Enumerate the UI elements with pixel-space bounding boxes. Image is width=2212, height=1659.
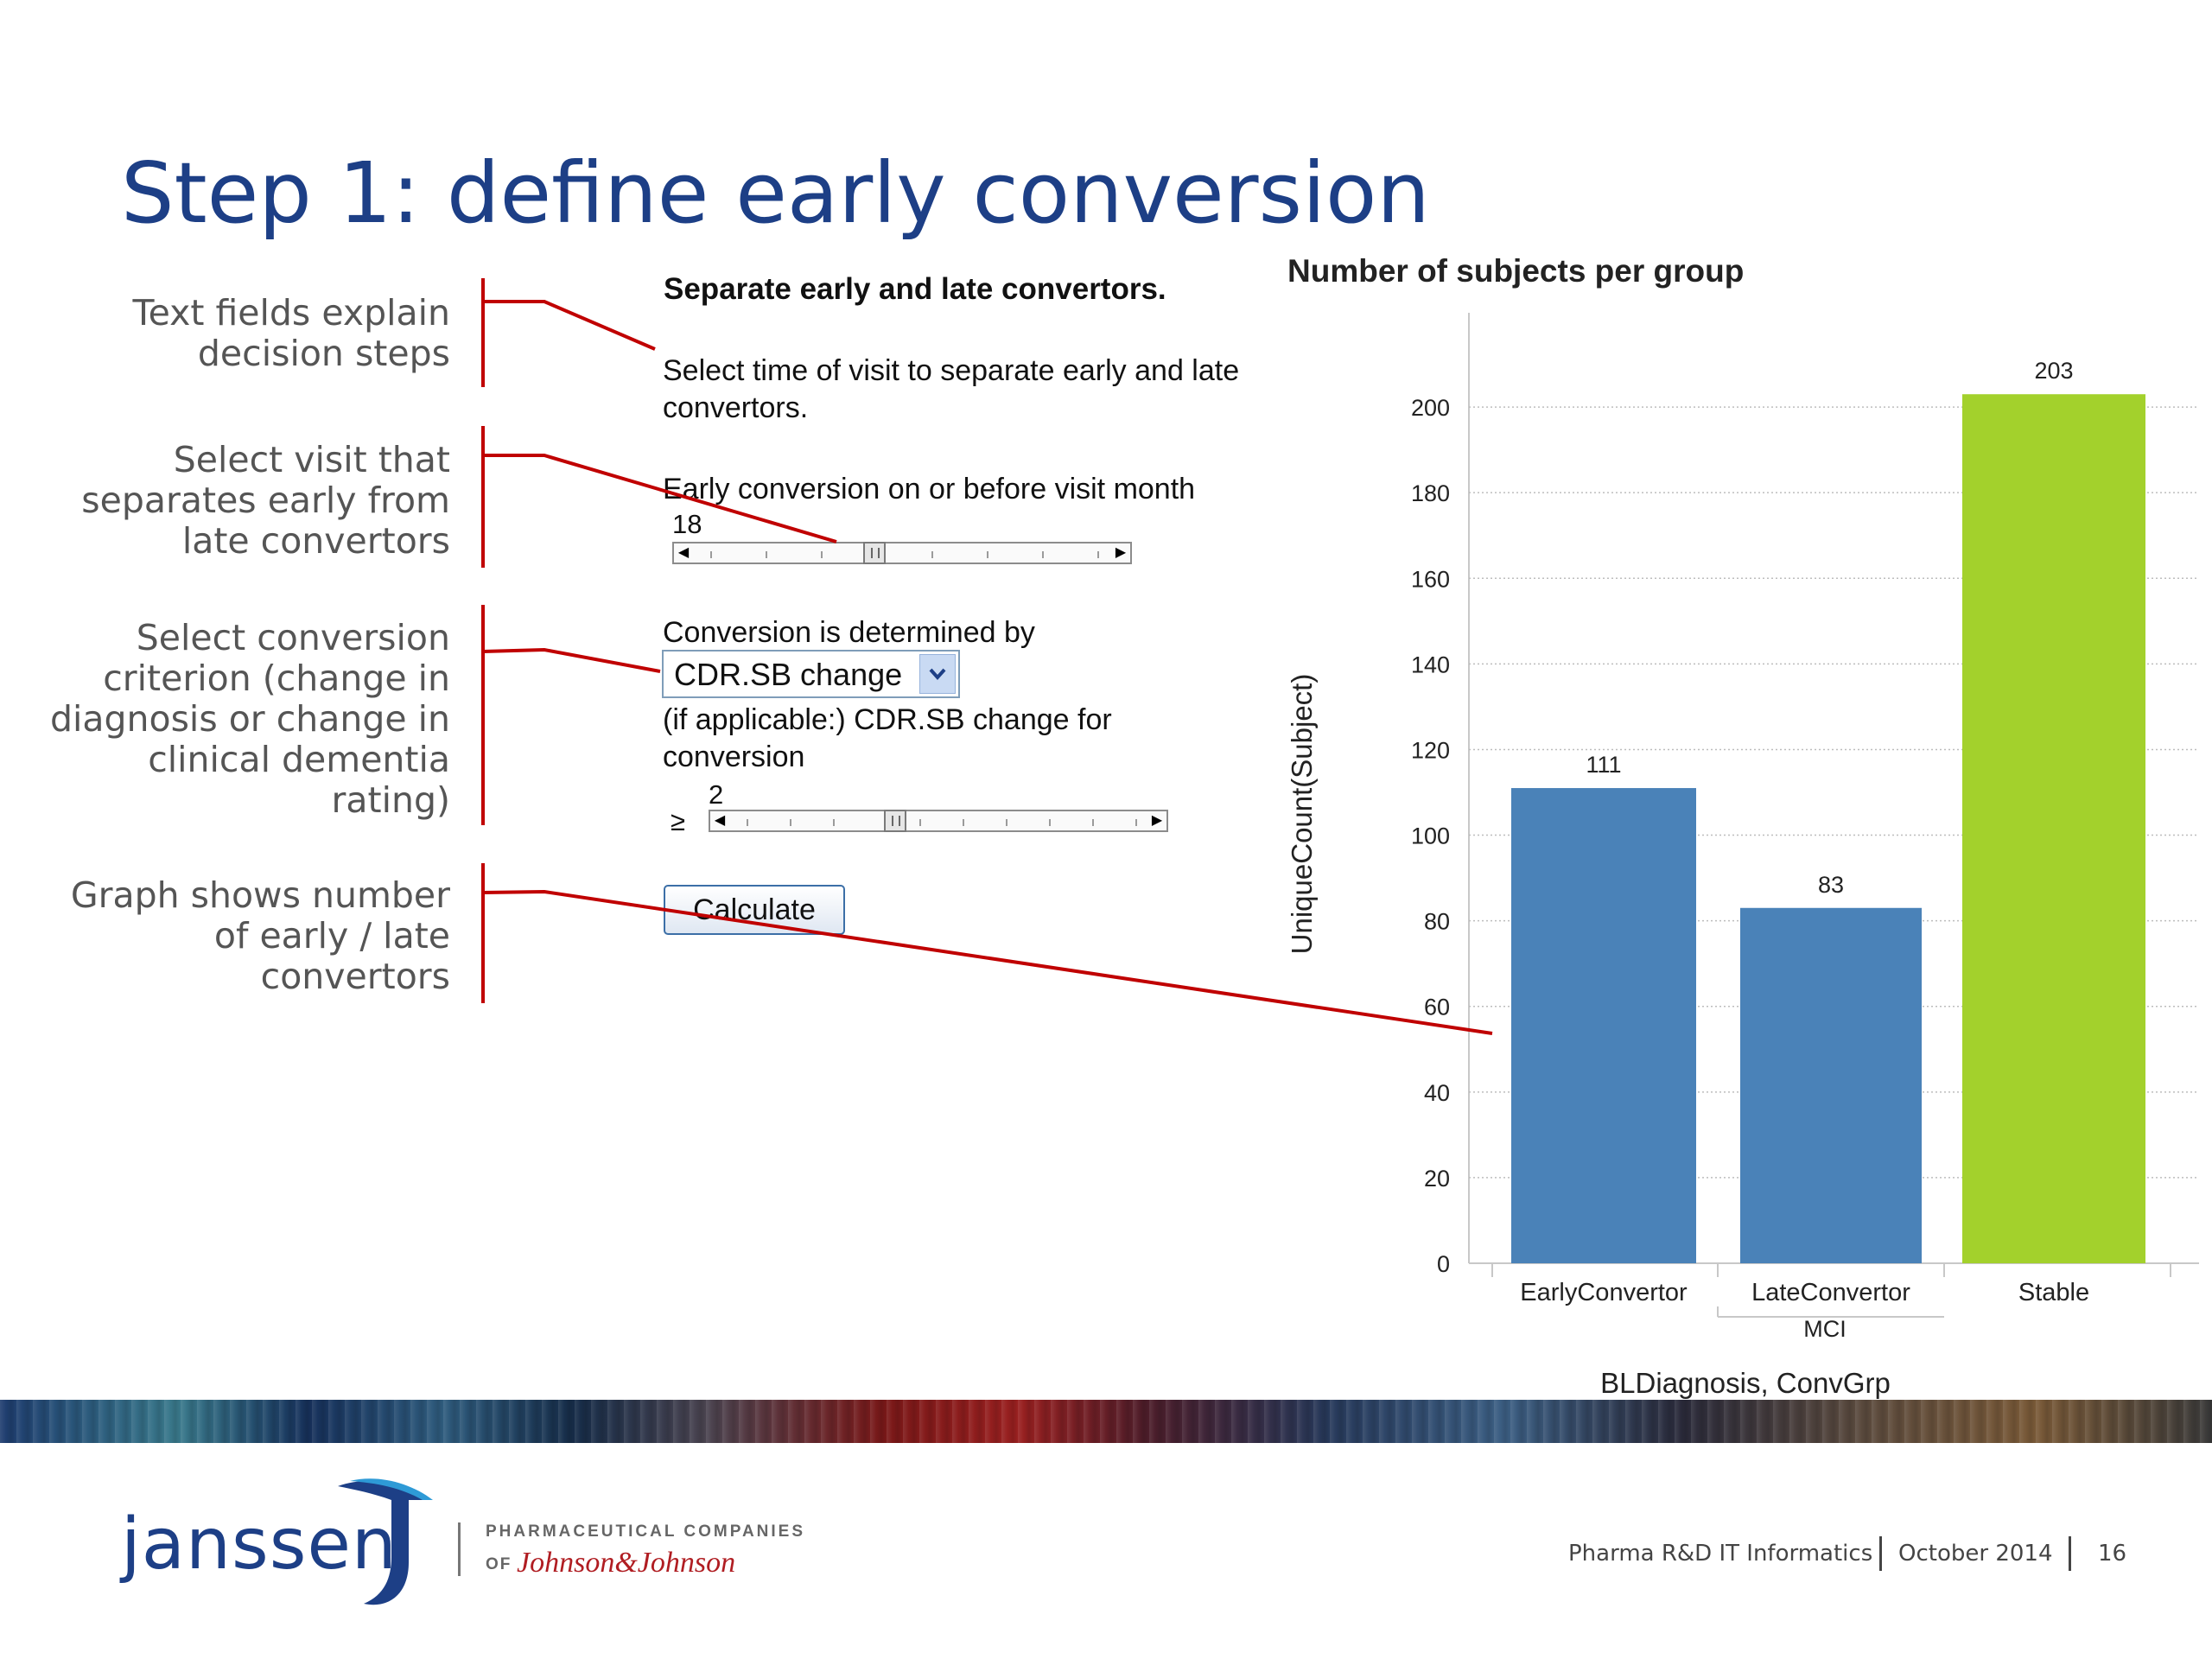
threshold-slider-thumb[interactable] xyxy=(884,810,907,832)
annotation-line: Graph shows number xyxy=(70,874,450,916)
bar-lateconvertor xyxy=(1740,907,1922,1263)
callout-line xyxy=(482,889,1493,1035)
callout-line xyxy=(483,454,837,543)
threshold-slider[interactable]: ◀ ▶ xyxy=(709,810,1168,832)
x-axis-title: BLDiagnosis, ConvGrp xyxy=(1600,1367,1891,1399)
y-tick-label: 140 xyxy=(1411,652,1450,677)
x-tick-label: LateConvertor xyxy=(1751,1279,1910,1306)
slider-tick xyxy=(821,551,823,558)
slider-tick xyxy=(833,819,835,826)
bar-chart: 0 20 40 60 80 100 120 140 160 180 200 111 EarlyConve… xyxy=(1286,313,2199,1399)
y-tick-label: 60 xyxy=(1424,995,1450,1020)
threshold-label: conversion xyxy=(663,741,805,773)
y-tick-label: 20 xyxy=(1424,1166,1450,1192)
callout-connectors xyxy=(481,278,1493,1035)
slider-tick xyxy=(1042,551,1044,558)
bar-earlyconvertor xyxy=(1511,788,1696,1263)
slider-right-arrow-icon[interactable]: ▶ xyxy=(1115,545,1127,560)
data-label: 203 xyxy=(2034,358,2073,384)
panel-heading: Separate early and late convertors. xyxy=(664,272,1166,306)
annotation-text-fields: Text fields explain decision steps xyxy=(133,293,451,374)
slider-tick xyxy=(710,551,712,558)
janssen-logo-icon xyxy=(338,1478,433,1605)
annotation-line: decision steps xyxy=(197,333,450,374)
slider-tick xyxy=(1006,819,1007,826)
annotation-line: late convertors xyxy=(181,520,450,562)
slider-right-arrow-icon[interactable]: ▶ xyxy=(1151,813,1163,828)
annotation-graph: Graph shows number of early / late conve… xyxy=(71,875,450,997)
annotation-line: diagnosis or change in xyxy=(49,698,450,740)
y-tick-label: 200 xyxy=(1411,395,1450,421)
y-tick-label: 100 xyxy=(1411,823,1450,849)
decorative-banner-texture xyxy=(0,1400,2212,1443)
annotation-conversion-criterion: Select conversion criterion (change in d… xyxy=(50,618,450,821)
logo-tagline-of: OF xyxy=(486,1555,512,1573)
y-tick-label: 180 xyxy=(1411,480,1450,506)
slider-tick xyxy=(1097,551,1099,558)
johnson-johnson-logo: Johnson&Johnson xyxy=(517,1547,736,1579)
threshold-value: 2 xyxy=(709,779,724,810)
visit-month-slider[interactable]: ◀ ▶ xyxy=(672,542,1132,564)
decorative-banner xyxy=(0,1400,2212,1443)
x-tick-label: EarlyConvertor xyxy=(1520,1279,1688,1306)
bar-stable xyxy=(1962,394,2145,1263)
slider-tick xyxy=(987,551,988,558)
footer-date: October 2014 xyxy=(1898,1541,2053,1567)
footer-divider xyxy=(2069,1536,2071,1571)
chevron-down-icon[interactable] xyxy=(919,654,956,694)
y-tick-label: 40 xyxy=(1424,1080,1450,1106)
instruction-text: convertors. xyxy=(663,391,809,424)
threshold-operator: ≥ xyxy=(671,806,686,836)
footer-page-number: 16 xyxy=(2098,1541,2127,1567)
annotation-line: rating) xyxy=(331,779,450,821)
annotation-line: Select conversion xyxy=(136,617,450,658)
y-tick-label: 0 xyxy=(1437,1251,1450,1277)
slider-tick xyxy=(931,551,933,558)
y-tick-label: 120 xyxy=(1411,737,1450,763)
callout-line xyxy=(483,300,656,351)
criterion-select-value: CDR.SB change xyxy=(674,657,903,692)
annotation-line: clinical dementia xyxy=(148,739,450,780)
visit-month-slider-thumb[interactable] xyxy=(863,542,887,564)
instruction-text: Select time of visit to separate early a… xyxy=(663,354,1240,387)
visit-month-value: 18 xyxy=(672,509,702,539)
logo-tagline: PHARMACEUTICAL COMPANIES xyxy=(486,1522,806,1541)
x-tick-label: Stable xyxy=(2018,1279,2089,1306)
slider-tick xyxy=(1049,819,1051,826)
criterion-label: Conversion is determined by xyxy=(663,616,1035,649)
slider-tick xyxy=(963,819,964,826)
chart-title: Number of subjects per group xyxy=(1287,253,1745,289)
slider-left-arrow-icon[interactable]: ◀ xyxy=(714,813,726,828)
annotation-select-visit: Select visit that separates early from l… xyxy=(81,440,450,562)
slider-left-arrow-icon[interactable]: ◀ xyxy=(677,545,690,560)
data-label: 111 xyxy=(1586,752,1621,778)
footer-divider xyxy=(1879,1536,1882,1571)
annotation-line: of early / late xyxy=(213,915,450,957)
janssen-logo-text: janssen xyxy=(121,1503,397,1586)
annotation-line: Text fields explain xyxy=(132,292,451,334)
annotation-line: Select visit that xyxy=(173,439,450,480)
slider-tick xyxy=(790,819,791,826)
logo-divider xyxy=(458,1522,461,1576)
slider-tick xyxy=(1135,819,1137,826)
calculate-button[interactable]: Calculate xyxy=(664,885,845,935)
callout-line xyxy=(482,647,661,673)
slider-tick xyxy=(1092,819,1094,826)
slider-tick xyxy=(766,551,767,558)
threshold-label: (if applicable:) CDR.SB change for xyxy=(663,703,1112,736)
annotation-line: criterion (change in xyxy=(103,658,450,699)
y-axis-title: UniqueCount(Subject) xyxy=(1286,674,1318,955)
visit-month-label: Early conversion on or before visit mont… xyxy=(663,473,1196,505)
slider-tick xyxy=(919,819,921,826)
data-label: 83 xyxy=(1818,872,1844,898)
slider-tick xyxy=(747,819,748,826)
group-label: MCI xyxy=(1803,1316,1847,1342)
y-tick-label: 160 xyxy=(1411,566,1450,592)
footer-department: Pharma R&D IT Informatics xyxy=(1568,1541,1873,1567)
annotation-line: convertors xyxy=(260,956,450,997)
y-tick-label: 80 xyxy=(1424,909,1450,935)
annotation-line: separates early from xyxy=(81,480,450,521)
conversion-criterion-select[interactable]: CDR.SB change xyxy=(662,650,960,698)
slide-title: Step 1: define early conversion xyxy=(121,144,1430,242)
